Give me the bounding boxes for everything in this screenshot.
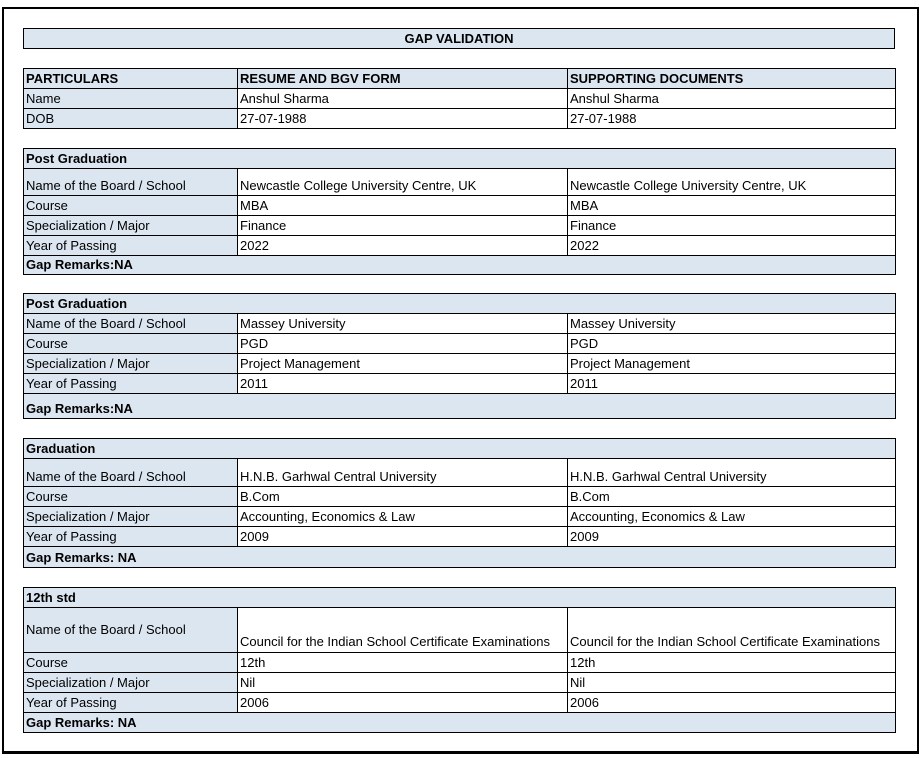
table-row: DOB 27-07-1988 27-07-1988 [23,108,896,129]
documents-value: Accounting, Economics & Law [567,506,896,527]
table-row: Specialization / Major Project Managemen… [23,353,896,374]
page-title: GAP VALIDATION [23,28,895,49]
row-label: Course [23,486,238,507]
table-row: Year of Passing 2006 2006 [23,692,896,713]
section-table: Post Graduation Name of the Board / Scho… [23,148,896,275]
table-row: Course B.Com B.Com [23,486,896,507]
document-frame [2,7,919,753]
resume-value: 27-07-1988 [237,108,568,129]
resume-value: PGD [237,333,568,354]
documents-value: Massey University [567,313,896,334]
row-label: Specialization / Major [23,353,238,374]
section-table: 12th std Name of the Board / School Coun… [23,587,896,733]
table-row: Year of Passing 2011 2011 [23,373,896,394]
documents-value: Newcastle College University Centre, UK [567,168,896,196]
row-label: Year of Passing [23,373,238,394]
divider [2,751,919,754]
resume-value: 12th [237,652,568,673]
resume-value: MBA [237,195,568,216]
section-heading: 12th std [23,587,896,608]
table-row: Year of Passing 2009 2009 [23,526,896,547]
table-row: Course MBA MBA [23,195,896,216]
table-row: Name of the Board / School Newcastle Col… [23,168,896,196]
documents-value: Finance [567,215,896,236]
resume-value: Accounting, Economics & Law [237,506,568,527]
resume-value: Finance [237,215,568,236]
resume-value: 2009 [237,526,568,547]
documents-value: 2009 [567,526,896,547]
gap-remarks: Gap Remarks: NA [23,712,896,733]
table-row: Course PGD PGD [23,333,896,354]
row-label: Name of the Board / School [23,458,238,487]
column-header-particulars: PARTICULARS [23,68,238,89]
gap-remarks: Gap Remarks:NA [23,255,896,275]
particulars-table: PARTICULARS RESUME AND BGV FORM SUPPORTI… [23,68,896,129]
column-header-resume: RESUME AND BGV FORM [237,68,568,89]
section-heading: Post Graduation [23,148,896,169]
row-label: Specialization / Major [23,215,238,236]
documents-value: 2006 [567,692,896,713]
header-row: PARTICULARS RESUME AND BGV FORM SUPPORTI… [23,68,896,89]
row-label: Name of the Board / School [23,168,238,196]
resume-value: Council for the Indian School Certificat… [237,607,568,653]
table-row: Name of the Board / School Council for t… [23,607,896,653]
resume-value: Project Management [237,353,568,374]
resume-value: Newcastle College University Centre, UK [237,168,568,196]
documents-value: 12th [567,652,896,673]
documents-value: Anshul Sharma [567,88,896,109]
gap-remarks: Gap Remarks:NA [23,393,896,419]
row-label: Course [23,333,238,354]
row-label: Specialization / Major [23,672,238,693]
resume-value: B.Com [237,486,568,507]
row-label: DOB [23,108,238,129]
documents-value: H.N.B. Garhwal Central University [567,458,896,487]
section-table: Post Graduation Name of the Board / Scho… [23,293,896,419]
documents-value: 2011 [567,373,896,394]
row-label: Course [23,195,238,216]
documents-value: Nil [567,672,896,693]
title-table: GAP VALIDATION [23,28,895,49]
section-heading: Graduation [23,438,896,459]
row-label: Year of Passing [23,526,238,547]
documents-value: 27-07-1988 [567,108,896,129]
resume-value: 2011 [237,373,568,394]
table-row: Name of the Board / School Massey Univer… [23,313,896,334]
documents-value: B.Com [567,486,896,507]
documents-value: PGD [567,333,896,354]
row-label: Year of Passing [23,692,238,713]
resume-value: H.N.B. Garhwal Central University [237,458,568,487]
gap-remarks: Gap Remarks: NA [23,546,896,568]
row-label: Name of the Board / School [23,607,238,653]
table-row: Specialization / Major Nil Nil [23,672,896,693]
section-table: Graduation Name of the Board / School H.… [23,438,896,568]
table-row: Specialization / Major Accounting, Econo… [23,506,896,527]
resume-value: 2022 [237,235,568,256]
row-label: Course [23,652,238,673]
documents-value: 2022 [567,235,896,256]
resume-value: Nil [237,672,568,693]
resume-value: Massey University [237,313,568,334]
resume-value: 2006 [237,692,568,713]
section-heading: Post Graduation [23,293,896,314]
table-row: Year of Passing 2022 2022 [23,235,896,256]
table-row: Specialization / Major Finance Finance [23,215,896,236]
row-label: Name [23,88,238,109]
documents-value: Council for the Indian School Certificat… [567,607,896,653]
column-header-documents: SUPPORTING DOCUMENTS [567,68,896,89]
row-label: Year of Passing [23,235,238,256]
documents-value: Project Management [567,353,896,374]
documents-value: MBA [567,195,896,216]
table-row: Name of the Board / School H.N.B. Garhwa… [23,458,896,487]
row-label: Name of the Board / School [23,313,238,334]
resume-value: Anshul Sharma [237,88,568,109]
table-row: Course 12th 12th [23,652,896,673]
row-label: Specialization / Major [23,506,238,527]
table-row: Name Anshul Sharma Anshul Sharma [23,88,896,109]
